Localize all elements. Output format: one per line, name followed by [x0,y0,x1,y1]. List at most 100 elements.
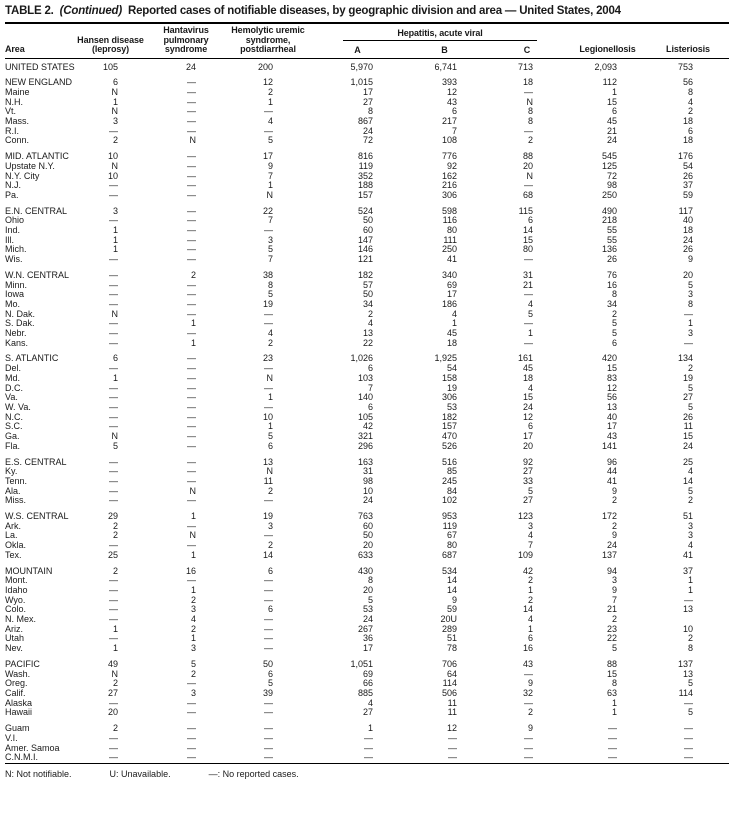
value-cell: 1 [112,96,118,107]
value-cell: — [187,160,196,171]
value-cell: 20 [107,707,118,718]
value-cell: 11 [263,475,273,486]
value-cell: — [524,697,534,708]
value-cell: 3 [190,604,196,615]
value-cell: 5 [612,328,618,339]
value-cell: 116 [442,215,457,226]
area-cell: W.S. CENTRAL [5,511,69,522]
area-cell: Ariz. [5,623,23,634]
area-cell: V.I. [5,732,18,743]
value-cell: 1 [112,623,118,634]
value-cell: 15 [523,234,534,245]
table-row: Minn. — — 8 57 69 21 16 5 [5,280,729,291]
value-cell: 6 [528,421,534,432]
value-cell: 6 [367,402,373,412]
value-cell: 2 [528,135,534,146]
value-cell: 115 [518,205,534,216]
value-cell: 6 [267,440,273,451]
value-cell: — [187,189,196,200]
value-cell: 72 [607,170,618,181]
value-cell: 6,741 [434,61,457,72]
value-cell: 15 [523,392,534,403]
value-cell: 4 [688,466,694,477]
area-cell: Ark. [5,520,22,531]
area-cell: Conn. [5,135,30,146]
table-row: R.I. — — — 24 7 — 21 6 [5,125,729,137]
value-cell: 1 [190,584,196,595]
value-cell: 7 [267,170,273,181]
value-cell: 44 [607,466,618,477]
value-cell: — [684,752,694,763]
value-cell: 5 [688,402,694,412]
value-cell: 26 [683,411,694,422]
header-row-top: Area Hansen disease (leprosy) Hantavirus… [5,25,730,59]
area-cell: N.J. [5,180,22,191]
value-cell: — [187,254,196,265]
value-cell: 158 [441,372,457,383]
value-cell: 13 [683,604,694,615]
value-cell: 21 [607,125,618,136]
value-cell: 6 [451,106,457,117]
table-row: Ky. — — N 31 85 27 44 4 [5,467,729,477]
value-cell: — [524,180,534,191]
value-cell: N [189,135,197,146]
value-cell: N [266,466,274,477]
value-cell: 763 [357,511,373,522]
value-cell: 1,015 [350,77,373,88]
value-cell: 5 [528,308,534,319]
value-cell: 420 [601,353,618,364]
value-cell: 55 [607,225,618,236]
table-row: Ark. 2 — 3 60 119 3 2 3 [5,520,729,532]
value-cell: 5 [612,318,618,329]
table-row: Okla. — — 2 20 80 7 24 4 [5,540,729,551]
value-cell: 9 [528,723,534,734]
notifiable-diseases-table: Area Hansen disease (leprosy) Hantavirus… [5,25,730,764]
area-cell: N.C. [5,411,23,422]
value-cell: 17 [262,151,273,162]
table-row: Upstate N.Y. N — 9 119 92 20 125 54 [5,160,729,172]
value-cell: N [111,431,119,442]
value-cell: — [187,411,196,422]
value-cell: 3 [688,289,694,300]
area-cell: Nebr. [5,328,27,339]
value-cell: 20 [362,584,373,595]
value-cell: 5 [528,485,534,496]
value-cell: 13 [607,402,618,412]
area-cell: Guam [5,723,30,734]
value-cell: 98 [607,180,618,191]
value-cell: — [684,723,694,734]
table-row: Kans. —1 2 22 18—6— [5,338,729,349]
value-cell: 105 [102,61,118,72]
area-cell: Fla. [5,440,21,451]
value-cell: 6 [267,668,273,679]
value-cell: 633 [357,549,373,560]
value-cell: 6 [528,633,534,644]
value-cell: 2 [612,520,618,531]
value-cell: 20 [523,440,534,451]
value-cell: — [187,363,196,374]
value-cell: 4 [688,540,694,551]
value-cell: 6 [528,215,534,226]
value-cell: 3 [112,205,118,216]
value-cell: 5 [267,135,273,146]
value-cell: 6 [112,77,118,88]
value-cell: — [187,475,196,486]
value-cell: 59 [446,604,457,615]
footnotes: N: Not notifiable. U: Unavailable. —: No… [5,769,729,780]
value-cell: 3 [612,575,618,586]
value-cell: 1 [267,180,273,191]
value-cell: — [187,116,196,127]
value-cell: 163 [357,456,373,467]
value-cell: 216 [441,180,457,191]
value-cell: — [187,723,196,734]
value-cell: 1 [112,225,118,236]
value-cell: — [264,495,273,506]
value-cell: — [187,225,196,236]
value-cell: — [187,180,196,191]
area-cell: Wyo. [5,594,26,605]
value-cell: 20U [440,614,457,625]
value-cell: — [264,530,273,541]
value-cell: 1 [612,86,618,97]
value-cell: 188 [357,180,373,191]
value-cell: 1 [688,584,694,595]
